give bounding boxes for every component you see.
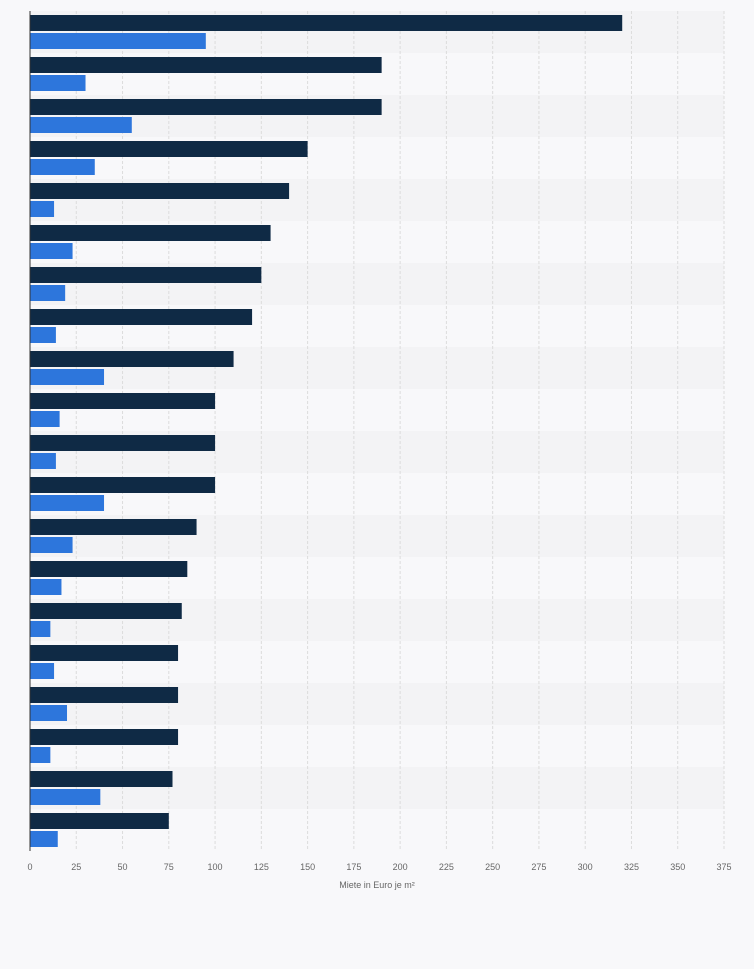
bar-dark — [30, 687, 179, 703]
bar-blue — [30, 663, 55, 679]
x-tick-label: 125 — [254, 862, 269, 872]
bar-dark — [30, 141, 308, 157]
x-tick-label: 200 — [393, 862, 408, 872]
bar-blue — [30, 453, 56, 469]
bar-blue — [30, 789, 101, 805]
bar-blue — [30, 201, 55, 217]
x-tick-label: 150 — [300, 862, 315, 872]
bar-dark — [30, 183, 290, 199]
bar-dark — [30, 309, 253, 325]
bar-blue — [30, 33, 206, 49]
x-tick-label: 300 — [578, 862, 593, 872]
bar-blue — [30, 831, 58, 847]
bar-blue — [30, 747, 51, 763]
bar-dark — [30, 771, 173, 787]
bar-blue — [30, 243, 73, 259]
bar-dark — [30, 813, 169, 829]
bar-blue — [30, 327, 56, 343]
bar-blue — [30, 495, 105, 511]
x-axis-title: Miete in Euro je m² — [339, 880, 415, 890]
bar-dark — [30, 729, 179, 745]
x-tick-label: 25 — [71, 862, 81, 872]
bar-dark — [30, 435, 216, 451]
bar-dark — [30, 57, 382, 73]
bar-dark — [30, 477, 216, 493]
x-tick-label: 50 — [118, 862, 128, 872]
bar-blue — [30, 159, 95, 175]
bar-blue — [30, 285, 66, 301]
x-tick-label: 75 — [164, 862, 174, 872]
bar-blue — [30, 411, 60, 427]
bar-blue — [30, 537, 73, 553]
bar-dark — [30, 519, 197, 535]
bar-blue — [30, 579, 62, 595]
bar-dark — [30, 393, 216, 409]
bar-blue — [30, 621, 51, 637]
bar-dark — [30, 267, 262, 283]
x-tick-label: 225 — [439, 862, 454, 872]
x-tick-label: 375 — [716, 862, 731, 872]
x-tick-label: 250 — [485, 862, 500, 872]
x-tick-label: 175 — [346, 862, 361, 872]
bar-blue — [30, 705, 68, 721]
bar-blue — [30, 117, 132, 133]
bar-dark — [30, 15, 623, 31]
bar-dark — [30, 645, 179, 661]
bar-dark — [30, 351, 234, 367]
bar-blue — [30, 75, 86, 91]
bar-dark — [30, 561, 188, 577]
x-tick-label: 100 — [208, 862, 223, 872]
x-tick-label: 0 — [27, 862, 32, 872]
x-tick-label: 325 — [624, 862, 639, 872]
bar-dark — [30, 225, 271, 241]
x-tick-label: 275 — [531, 862, 546, 872]
bar-dark — [30, 603, 182, 619]
bar-blue — [30, 369, 105, 385]
bar-dark — [30, 99, 382, 115]
x-tick-label: 350 — [670, 862, 685, 872]
